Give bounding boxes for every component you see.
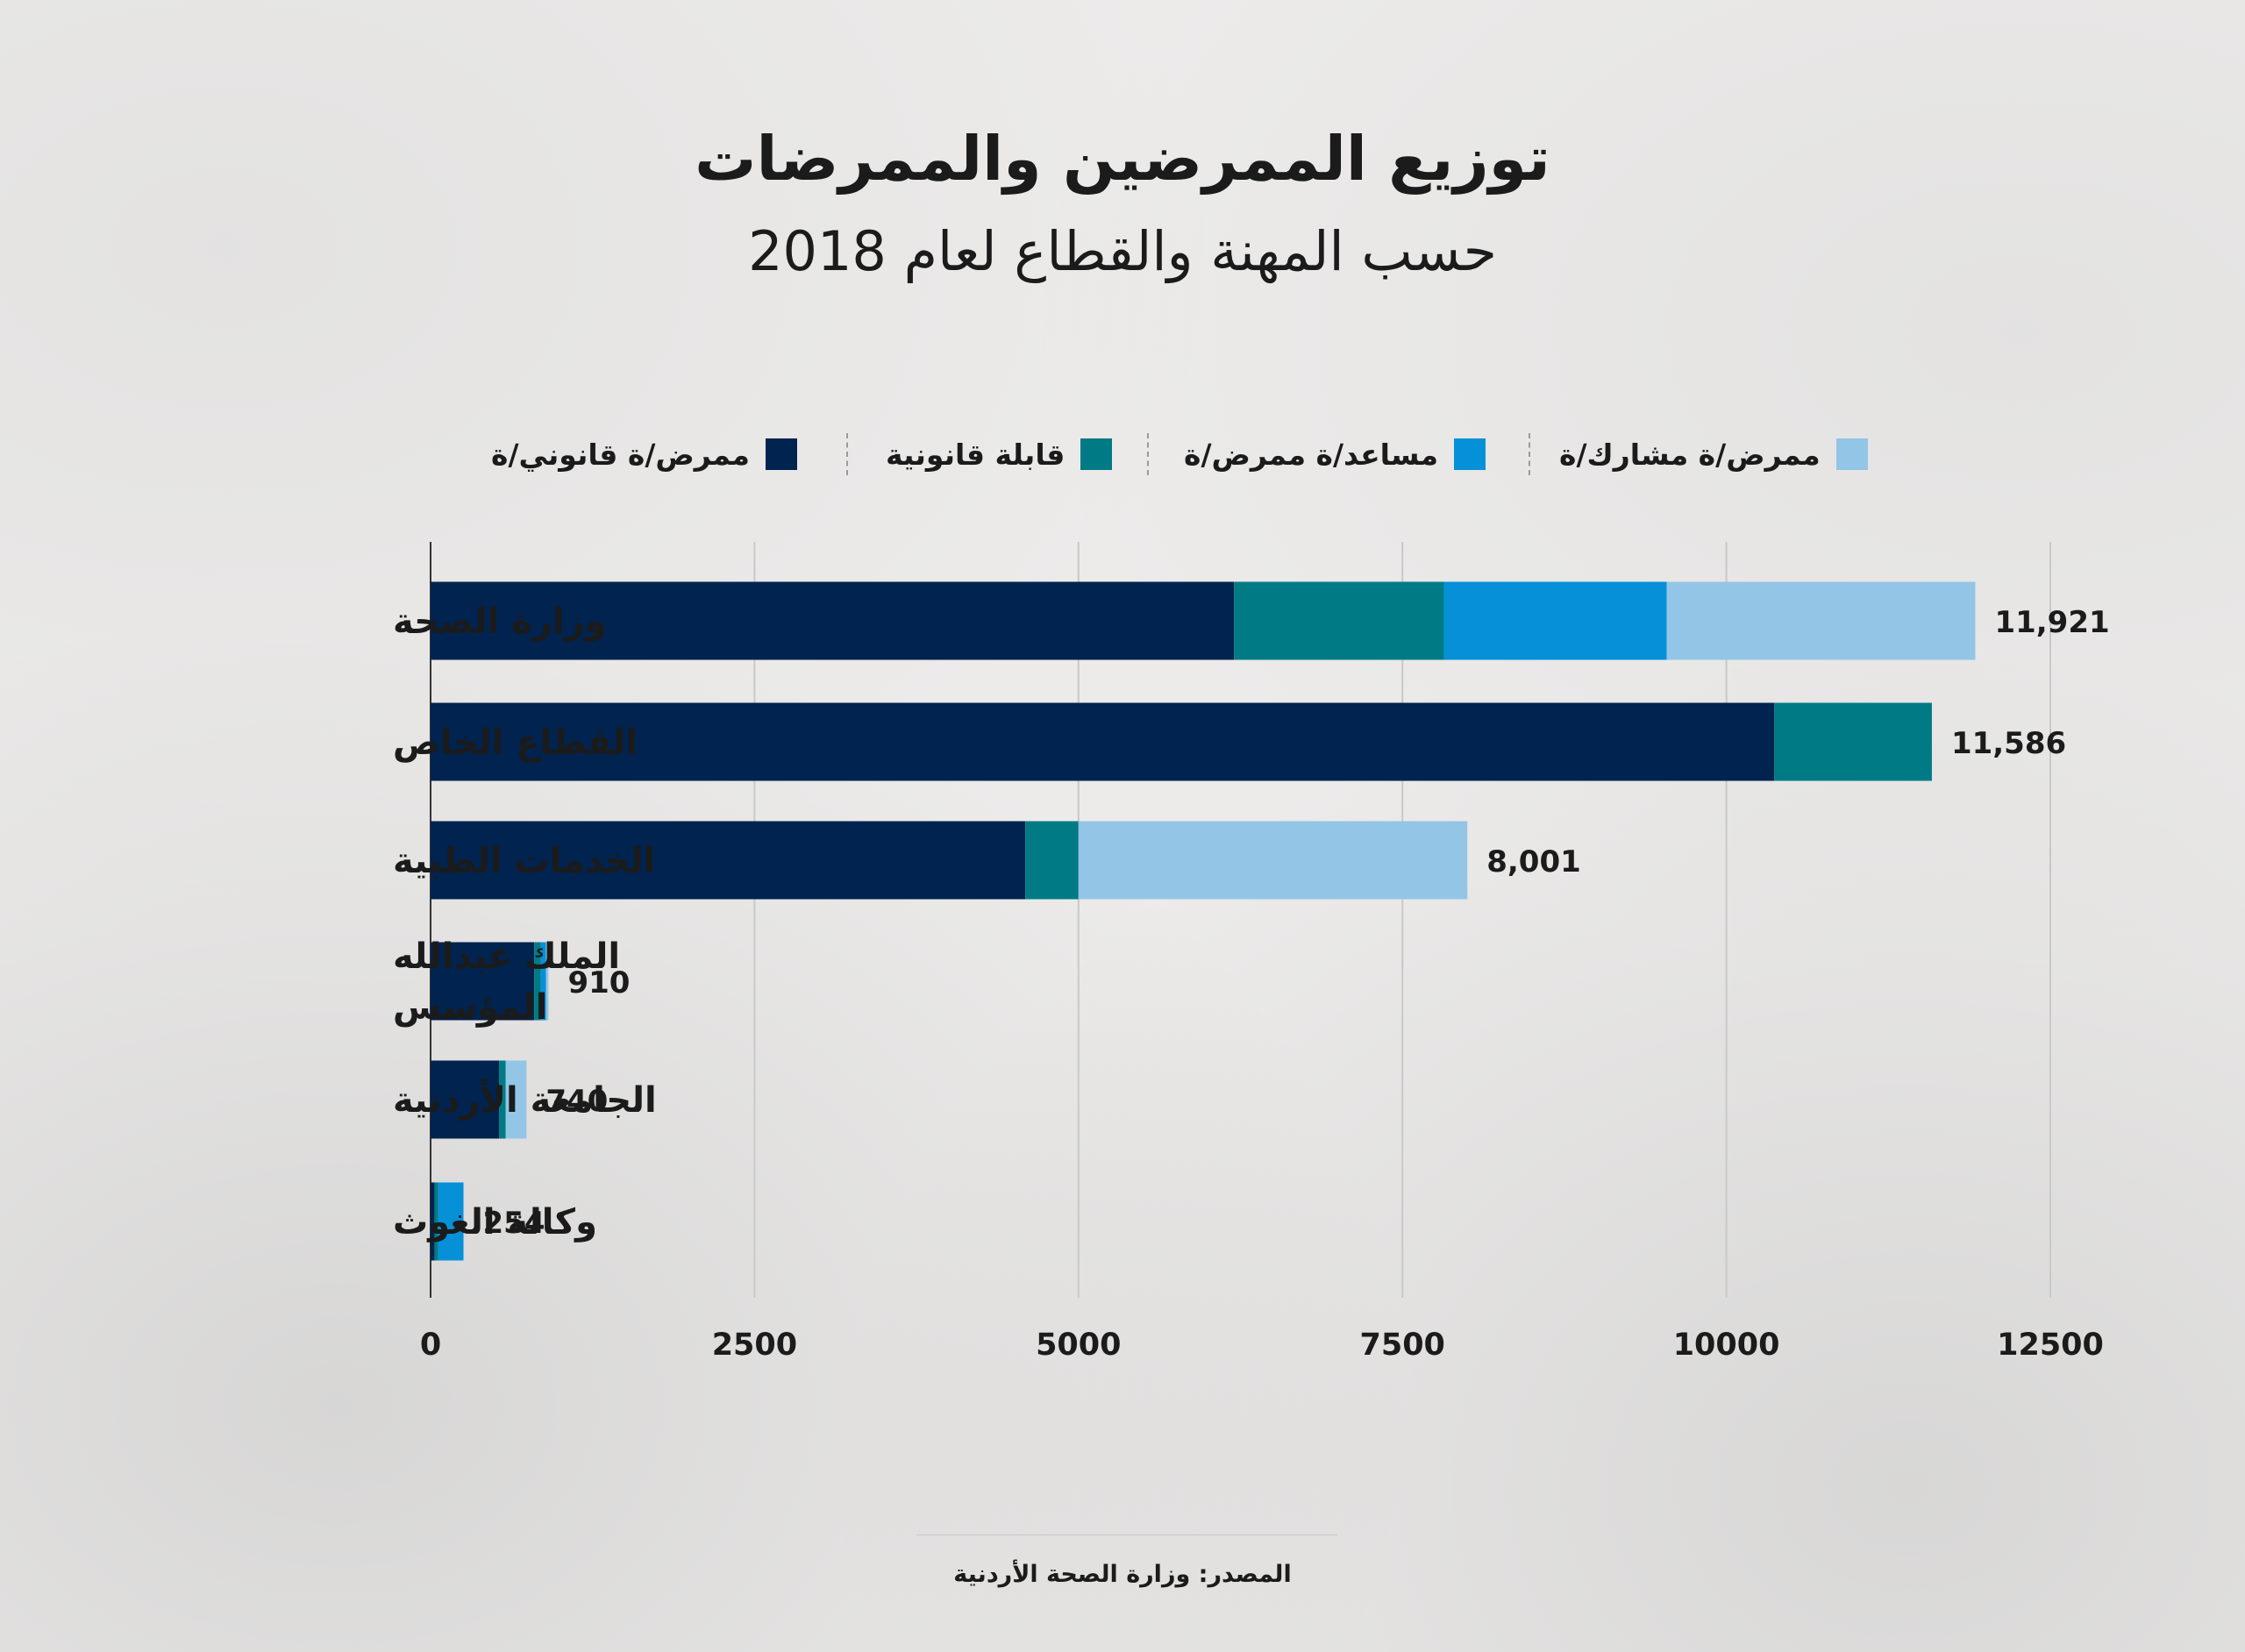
bar-segment [1666,581,1976,660]
category-label: وزارة الصحة [393,602,606,642]
legend-item-associate-nurse: ممرض/ة مشارك/ة [1559,430,1868,479]
category-label: الملك عبدالله [393,936,620,977]
bar-total-label: 8,001 [1486,844,1581,879]
legend-label: قابلة قانونية [886,437,1065,472]
source-note: المصدر: وزارة الصحة الأردنية [953,1561,1292,1588]
bar-total-label: 11,586 [1951,726,2066,761]
legend-swatch [1454,438,1486,470]
x-tick-label: 10000 [1673,1328,1780,1363]
bar-total-label: 910 [567,965,630,1000]
legend-divider [846,433,848,475]
bar-segment [545,942,549,1021]
category-label: المؤسس [393,987,548,1028]
legend-item-assistant-nurse: مساعد/ة ممرض/ة [1184,430,1486,479]
bar-segment [505,1060,527,1139]
x-tick-label: 12500 [1997,1328,2104,1363]
bar-segment [1443,581,1667,660]
bar-segment [1234,581,1444,660]
bar-segment [434,1182,438,1261]
bar-segment [540,942,546,1021]
legend-swatch [1080,438,1113,470]
bar-segment [431,1182,435,1261]
category-label: القطاع الخاص [393,723,638,763]
bar-segment [1025,821,1079,900]
bar-segment [438,1182,464,1261]
legend-item-midwife: قابلة قانونية [886,430,1113,479]
category-label: الجامعة الأردنية [393,1078,657,1121]
bar-segment [1078,821,1468,900]
bar-total-label: 254 [483,1206,545,1241]
legend-swatch [1835,438,1868,470]
legend-divider [1147,433,1149,475]
x-tick-label: 5000 [1036,1328,1121,1363]
bar-segment [431,942,535,1021]
x-tick-label: 7500 [1359,1328,1444,1363]
chart-subtitle: حسب المهنة والقطاع لعام 2018 [748,219,1497,283]
x-tick-label: 0 [420,1328,441,1363]
category-label: وكالة الغوث [393,1202,597,1243]
legend-label: ممرض/ة قانوني/ة [491,437,750,472]
legend-swatch [765,438,797,470]
legend-divider [1529,433,1530,475]
legend: ممرض/ة قانوني/ة قابلة قانونية مساعد/ة مم… [491,430,1877,479]
bar-total-label: 11,921 [1994,605,2109,640]
legend-label: ممرض/ة مشارك/ة [1559,437,1821,472]
bar-segment [499,1060,506,1139]
bar-segment [431,702,1775,781]
x-tick-label: 2500 [712,1328,797,1363]
legend-label: مساعد/ة ممرض/ة [1184,437,1439,472]
bar-segment [431,1060,500,1139]
bar-total-label: 740 [545,1084,608,1119]
bar-segment [431,821,1026,900]
bar-segment [1774,702,1932,781]
legend-item-registered-nurse: ممرض/ة قانوني/ة [491,430,797,479]
chart-title: توزيع الممرضين والممرضات [695,123,1550,195]
bar-segment [431,581,1235,660]
bar-segment [534,942,541,1021]
category-label: الخدمات الطبية [393,841,655,881]
